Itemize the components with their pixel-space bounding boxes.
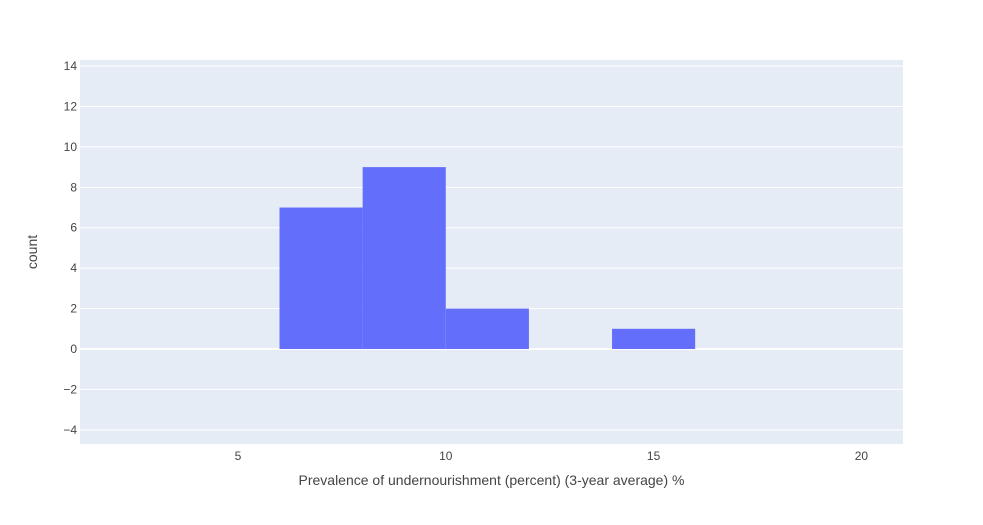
histogram-bar xyxy=(279,207,363,350)
x-tick-label: 20 xyxy=(855,449,869,463)
x-tick-label: 5 xyxy=(235,449,242,463)
histogram-bar xyxy=(612,328,696,350)
y-tick-labels: −4 −2 0 2 4 6 8 10 12 14 xyxy=(63,59,77,437)
histogram-bar xyxy=(362,167,446,350)
histogram-bar xyxy=(445,308,529,350)
y-tick-label: −2 xyxy=(63,382,77,396)
histogram-bars xyxy=(279,167,696,350)
x-tick-label: 10 xyxy=(439,449,453,463)
x-tick-labels: 5 10 15 20 xyxy=(235,449,869,463)
y-tick-label: 14 xyxy=(64,59,78,73)
y-tick-label: 0 xyxy=(70,342,77,356)
plot-background xyxy=(80,60,903,444)
y-tick-label: −4 xyxy=(63,423,77,437)
y-tick-label: 4 xyxy=(70,261,77,275)
x-tick-label: 15 xyxy=(647,449,661,463)
y-tick-label: 8 xyxy=(70,180,77,194)
y-tick-label: 2 xyxy=(70,302,77,316)
x-axis-title: Prevalence of undernourishment (percent)… xyxy=(299,472,685,488)
y-tick-label: 6 xyxy=(70,221,77,235)
y-tick-label: 12 xyxy=(64,99,78,113)
y-tick-label: 10 xyxy=(64,140,78,154)
y-axis-title: count xyxy=(24,235,40,269)
